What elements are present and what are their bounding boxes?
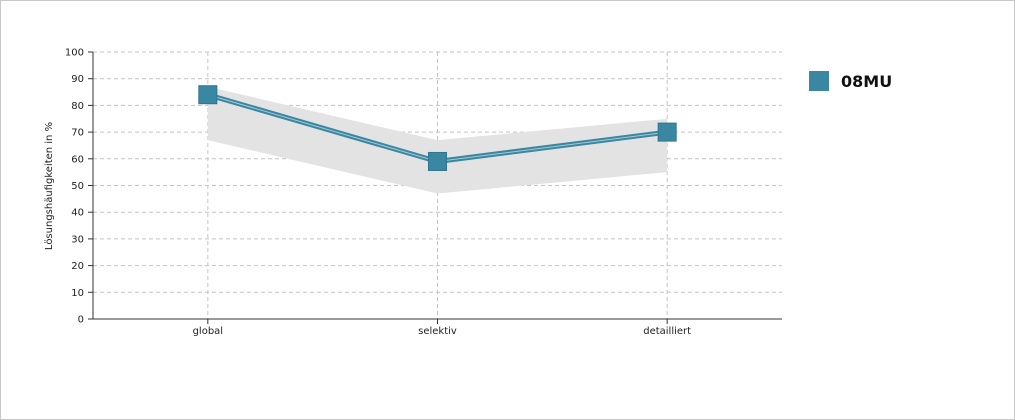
- data-point: [198, 85, 218, 105]
- tick-labels: 0 10 20 30 40 50 60 70 80 90 100 global selektiv deta…: [65, 48, 691, 338]
- y-tick-label: 50: [71, 181, 84, 192]
- y-tick-label: 30: [71, 234, 84, 245]
- x-tick-label: global: [193, 326, 224, 337]
- x-tick-label: detailliert: [643, 326, 691, 337]
- legend-swatch: [809, 71, 829, 91]
- y-tick-label: 100: [65, 48, 84, 59]
- legend-label: 08MU: [841, 71, 893, 91]
- y-tick-label: 40: [71, 208, 84, 219]
- y-tick-label: 10: [71, 288, 84, 299]
- confidence-band: [207, 86, 668, 194]
- y-tick-label: 90: [71, 74, 84, 85]
- data-point: [657, 122, 677, 142]
- y-tick-label: 20: [71, 261, 84, 272]
- series-lines: [198, 85, 677, 171]
- axes: [88, 51, 782, 324]
- x-tick-label: selektiv: [418, 326, 457, 337]
- y-tick-label: 0: [78, 315, 84, 326]
- data-point: [428, 151, 447, 171]
- y-tick-label: 70: [71, 128, 84, 139]
- y-tick-label: 80: [71, 101, 84, 112]
- y-axis-label: Lösungshäufigkeiten in %: [44, 122, 55, 250]
- band-area: [207, 86, 668, 194]
- legend: 08MU: [809, 71, 892, 91]
- y-tick-label: 60: [71, 154, 84, 165]
